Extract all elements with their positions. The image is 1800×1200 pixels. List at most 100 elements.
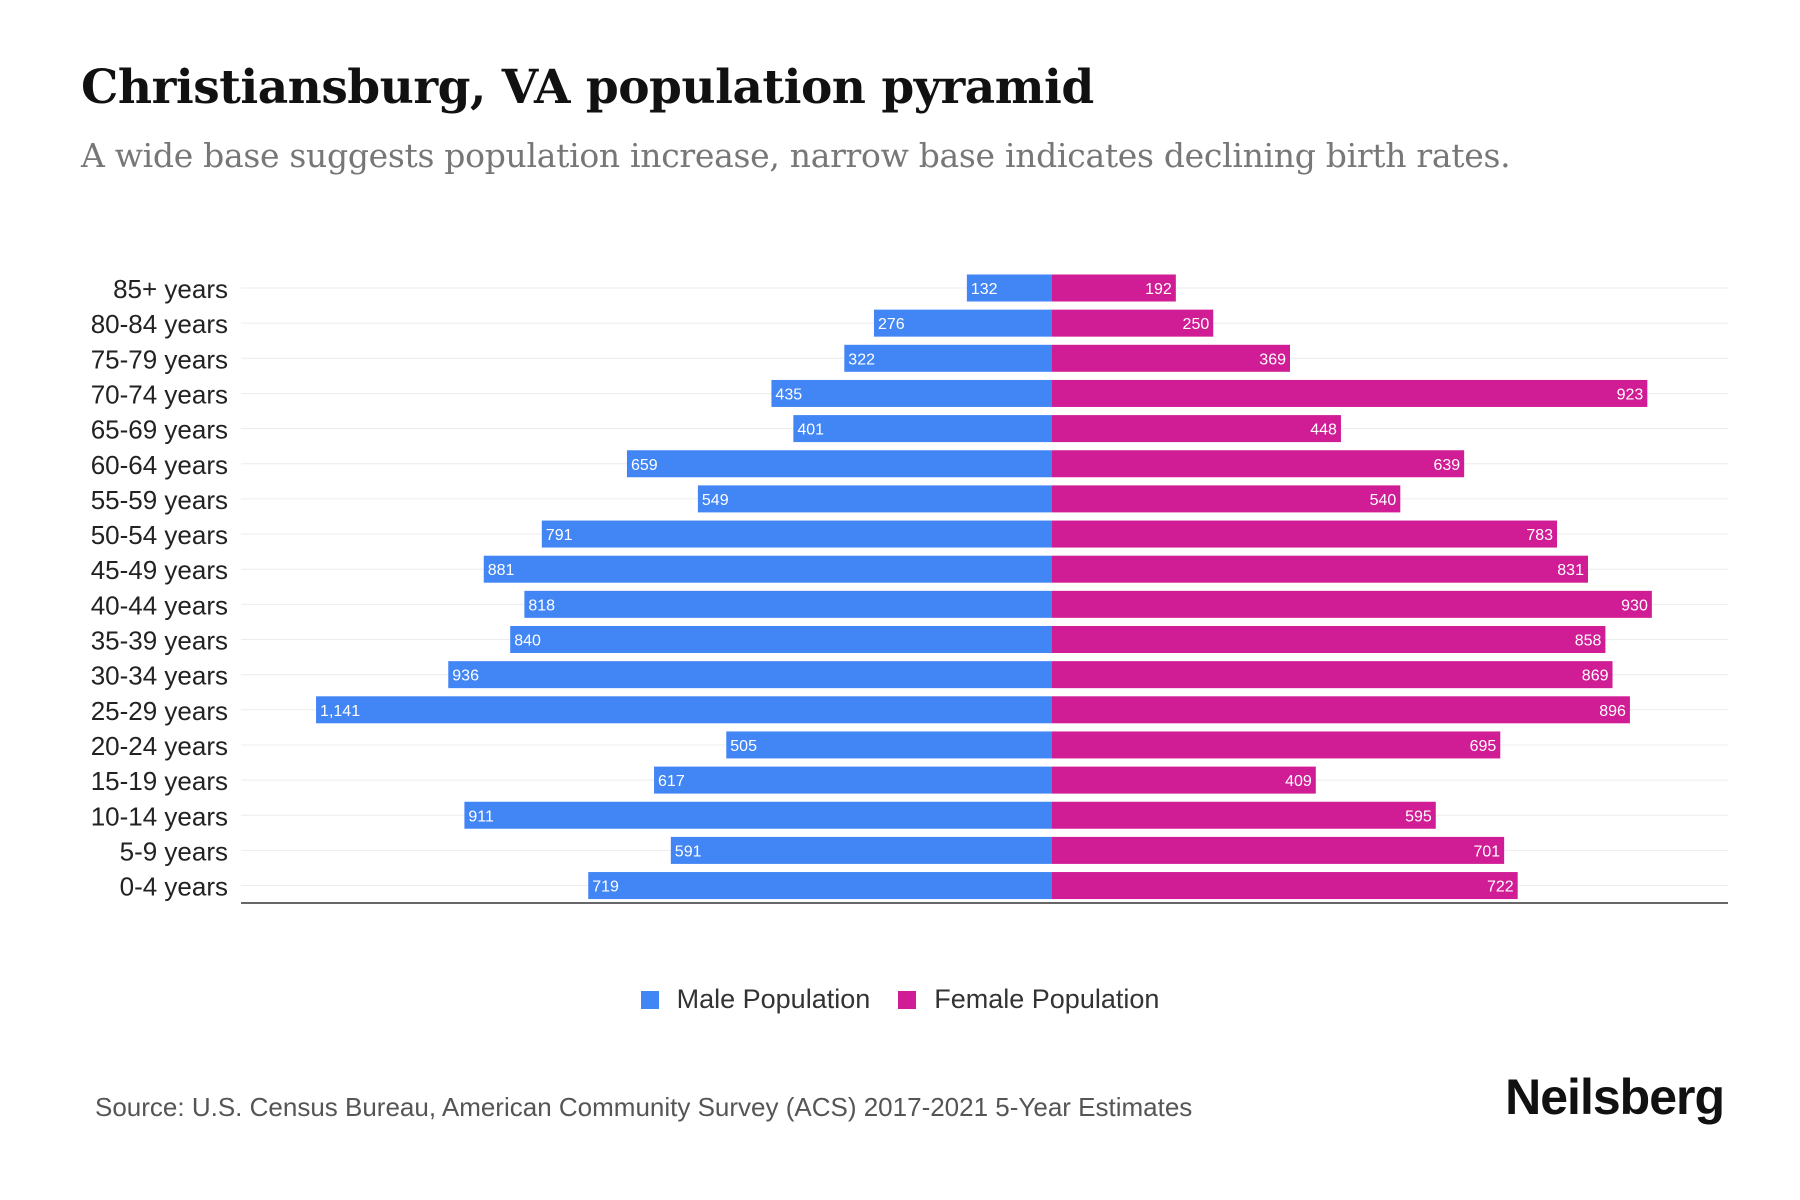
female-value-label: 369 — [1259, 351, 1286, 368]
male-bar — [844, 344, 1052, 372]
female-bar — [1052, 274, 1176, 302]
male-value-label: 435 — [775, 386, 802, 403]
legend-swatch-male — [640, 990, 659, 1009]
female-bar — [1052, 801, 1436, 829]
male-value-label: 401 — [797, 422, 824, 439]
male-value-label: 719 — [592, 879, 619, 896]
category-label: 0-4 years — [120, 872, 228, 902]
female-value-label: 930 — [1621, 597, 1648, 614]
female-bar — [1052, 415, 1341, 443]
category-label: 20-24 years — [91, 731, 228, 761]
male-value-label: 818 — [528, 597, 555, 614]
female-bar — [1052, 696, 1630, 724]
female-bar — [1052, 555, 1588, 583]
male-bar — [697, 485, 1052, 513]
category-label: 40-44 years — [91, 590, 228, 620]
female-bar — [1052, 309, 1214, 337]
category-label: 15-19 years — [91, 766, 228, 796]
female-bar — [1052, 766, 1316, 794]
category-label: 50-54 years — [91, 520, 228, 550]
chart-subtitle: A wide base suggests population increase… — [81, 136, 1511, 175]
female-value-label: 701 — [1473, 843, 1500, 860]
category-label: 55-59 years — [91, 485, 228, 515]
male-value-label: 840 — [514, 633, 541, 650]
legend-item-male: Male Population — [640, 984, 871, 1015]
category-label: 75-79 years — [91, 344, 228, 374]
female-value-label: 192 — [1145, 281, 1172, 298]
male-bar — [448, 661, 1052, 689]
male-value-label: 1,141 — [320, 703, 360, 720]
female-value-label: 540 — [1370, 492, 1397, 509]
male-bar — [316, 696, 1052, 724]
male-bar — [588, 872, 1052, 900]
population-pyramid-chart: 85+ years 132 192 80-84 years 276 250 75-79 ye… — [91, 274, 1728, 904]
chart-title: Christiansburg, VA population pyramid — [81, 60, 1094, 115]
female-bar — [1052, 520, 1558, 548]
male-bar — [510, 626, 1052, 653]
category-label: 25-29 years — [91, 696, 228, 726]
category-label: 80-84 years — [91, 309, 228, 339]
legend-swatch-female — [898, 990, 917, 1009]
male-bar — [464, 801, 1052, 829]
male-bar — [966, 274, 1052, 302]
female-bar — [1052, 344, 1291, 372]
female-value-label: 409 — [1285, 773, 1312, 790]
category-label: 45-49 years — [91, 555, 228, 585]
female-value-label: 783 — [1526, 527, 1553, 544]
male-value-label: 936 — [452, 668, 479, 685]
female-value-label: 896 — [1599, 703, 1626, 720]
male-bar — [726, 731, 1052, 759]
male-bar — [524, 590, 1052, 618]
legend-label-male: Male Population — [676, 984, 871, 1014]
female-value-label: 250 — [1183, 316, 1210, 333]
male-value-label: 791 — [546, 527, 573, 544]
legend: Male Population Female Population — [0, 984, 1800, 1015]
female-bar — [1052, 379, 1648, 407]
male-bar — [873, 309, 1052, 337]
female-bar — [1052, 731, 1501, 759]
male-bar — [793, 415, 1052, 443]
category-label: 60-64 years — [91, 450, 228, 480]
female-bar — [1052, 836, 1505, 864]
female-value-label: 722 — [1487, 879, 1514, 896]
male-bar — [541, 520, 1052, 548]
male-bar — [771, 379, 1052, 407]
legend-item-female: Female Population — [898, 984, 1159, 1015]
female-value-label: 639 — [1433, 457, 1460, 474]
male-value-label: 591 — [675, 843, 702, 860]
male-value-label: 132 — [971, 281, 998, 298]
category-label: 10-14 years — [91, 801, 228, 831]
male-value-label: 659 — [631, 457, 658, 474]
female-bar — [1052, 626, 1606, 653]
female-bar — [1052, 485, 1401, 513]
neilsberg-logo: Neilsberg — [1505, 1069, 1725, 1125]
male-value-label: 881 — [488, 562, 515, 579]
male-value-label: 505 — [730, 738, 757, 755]
female-value-label: 869 — [1582, 668, 1609, 685]
category-label: 70-74 years — [91, 379, 228, 409]
male-value-label: 617 — [658, 773, 685, 790]
female-value-label: 595 — [1405, 808, 1432, 825]
category-label: 85+ years — [113, 274, 228, 304]
female-bar — [1052, 590, 1652, 618]
female-value-label: 831 — [1557, 562, 1584, 579]
male-value-label: 549 — [702, 492, 729, 509]
female-value-label: 858 — [1575, 633, 1602, 650]
female-bar — [1052, 661, 1613, 689]
female-bar — [1052, 872, 1518, 900]
female-bar — [1052, 450, 1465, 478]
category-label: 30-34 years — [91, 661, 228, 691]
male-bar — [483, 555, 1052, 583]
male-value-label: 276 — [878, 316, 905, 333]
category-label: 65-69 years — [91, 415, 228, 445]
male-bar — [626, 450, 1052, 478]
source-note: Source: U.S. Census Bureau, American Com… — [95, 1092, 1193, 1122]
male-value-label: 911 — [468, 808, 494, 825]
female-value-label: 923 — [1617, 386, 1644, 403]
category-label: 35-39 years — [91, 626, 228, 656]
female-value-label: 695 — [1470, 738, 1497, 755]
category-label: 5-9 years — [120, 836, 228, 866]
male-bar — [654, 766, 1052, 794]
male-value-label: 322 — [848, 351, 875, 368]
male-bar — [670, 836, 1052, 864]
